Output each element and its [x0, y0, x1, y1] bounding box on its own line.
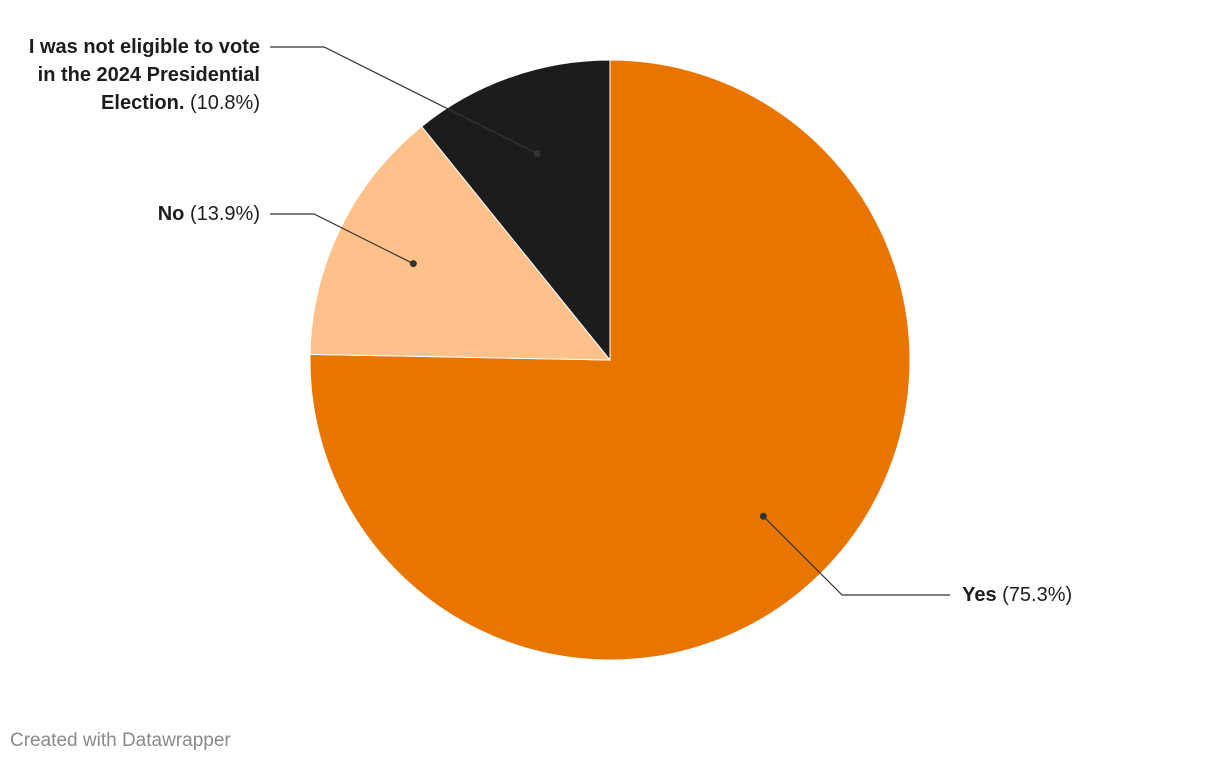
leader-line	[762, 515, 951, 596]
slice-value-label: (75.3%)	[1002, 584, 1073, 606]
slice-value-label: (10.8%)	[189, 92, 260, 114]
leader-line	[270, 213, 414, 265]
leader-dot	[409, 260, 417, 268]
slice-category: No	[157, 203, 185, 225]
slice-category: I was not eligible to vote in the 2024 P…	[28, 36, 260, 114]
leader-dot	[533, 149, 541, 157]
pie-slice	[309, 125, 612, 361]
leader-dot	[759, 512, 767, 520]
slice-label: No (13.9%)	[158, 200, 260, 228]
slice-label: Yes (75.3%)	[962, 581, 1072, 609]
slice-label: I was not eligible to vote in the 2024 P…	[20, 33, 260, 117]
credit: Created with Datawrapper	[10, 730, 231, 751]
pie-slice	[420, 59, 611, 362]
slice-category: Yes	[962, 584, 997, 606]
slice-value-label: (13.9%)	[189, 203, 260, 225]
leader-line	[270, 46, 538, 155]
